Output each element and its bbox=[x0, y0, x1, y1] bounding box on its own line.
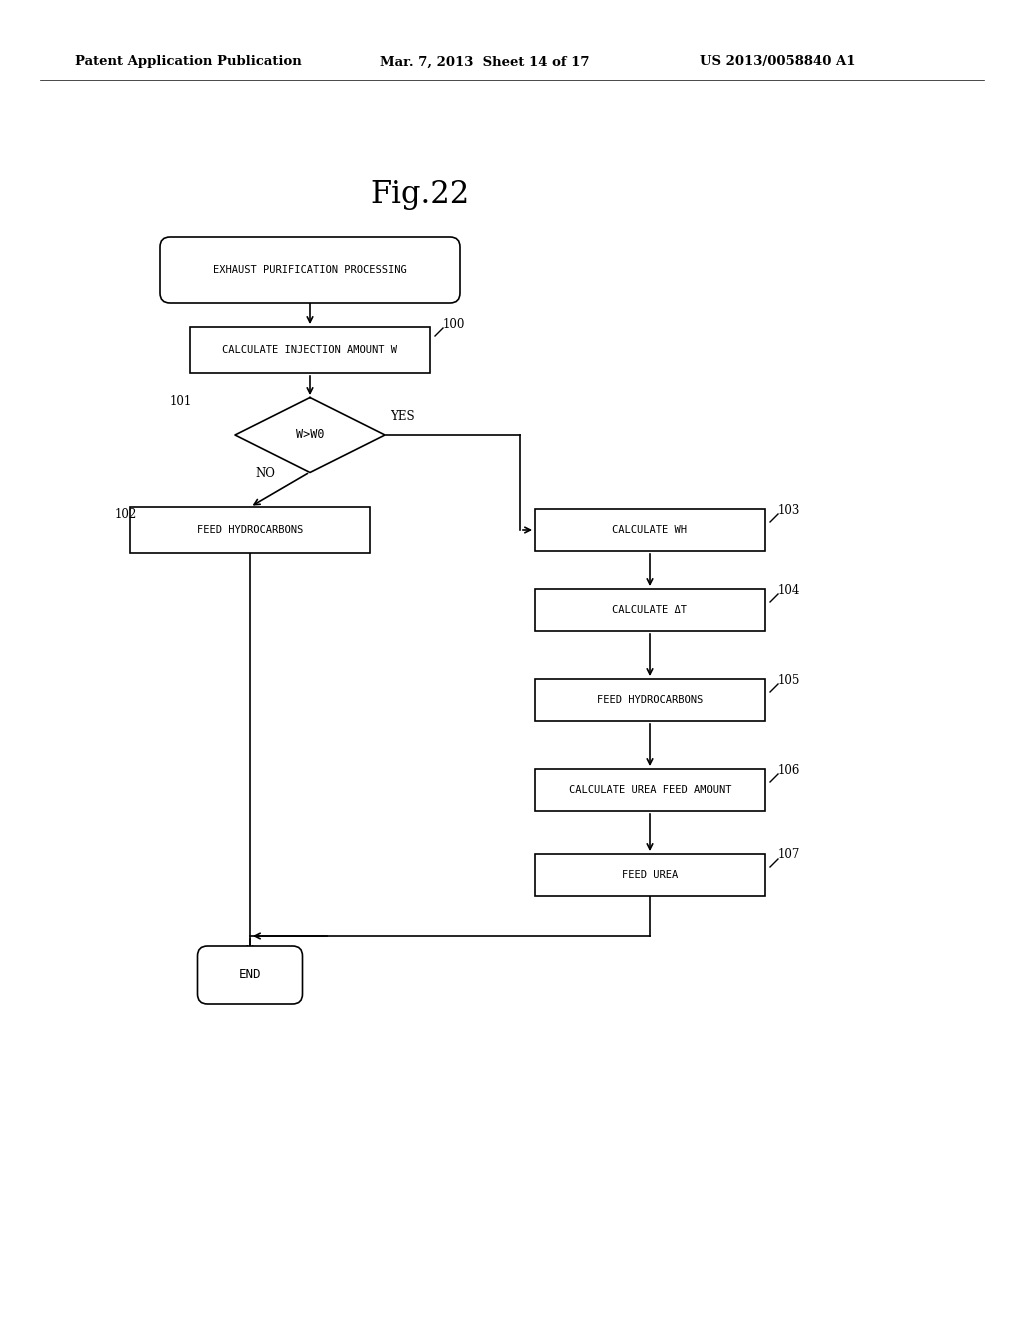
Text: CALCULATE WH: CALCULATE WH bbox=[612, 525, 687, 535]
FancyBboxPatch shape bbox=[535, 589, 765, 631]
Text: 102: 102 bbox=[115, 508, 137, 521]
Text: CALCULATE UREA FEED AMOUNT: CALCULATE UREA FEED AMOUNT bbox=[568, 785, 731, 795]
FancyBboxPatch shape bbox=[130, 507, 370, 553]
Text: FEED UREA: FEED UREA bbox=[622, 870, 678, 880]
FancyBboxPatch shape bbox=[535, 854, 765, 896]
Text: FEED HYDROCARBONS: FEED HYDROCARBONS bbox=[597, 696, 703, 705]
FancyBboxPatch shape bbox=[535, 510, 765, 550]
FancyBboxPatch shape bbox=[190, 327, 430, 374]
Text: 107: 107 bbox=[778, 849, 801, 862]
Text: Mar. 7, 2013  Sheet 14 of 17: Mar. 7, 2013 Sheet 14 of 17 bbox=[380, 55, 590, 69]
Text: 106: 106 bbox=[778, 763, 801, 776]
Text: 104: 104 bbox=[778, 583, 801, 597]
FancyBboxPatch shape bbox=[160, 238, 460, 304]
FancyBboxPatch shape bbox=[198, 946, 302, 1005]
Polygon shape bbox=[234, 397, 385, 473]
Text: CALCULATE INJECTION AMOUNT W: CALCULATE INJECTION AMOUNT W bbox=[222, 345, 397, 355]
Text: EXHAUST PURIFICATION PROCESSING: EXHAUST PURIFICATION PROCESSING bbox=[213, 265, 407, 275]
Text: FEED HYDROCARBONS: FEED HYDROCARBONS bbox=[197, 525, 303, 535]
Text: Fig.22: Fig.22 bbox=[371, 180, 470, 210]
Text: 100: 100 bbox=[443, 318, 465, 330]
FancyBboxPatch shape bbox=[535, 770, 765, 810]
FancyBboxPatch shape bbox=[535, 678, 765, 721]
Text: US 2013/0058840 A1: US 2013/0058840 A1 bbox=[700, 55, 855, 69]
Text: END: END bbox=[239, 969, 261, 982]
Text: 103: 103 bbox=[778, 503, 801, 516]
Text: 105: 105 bbox=[778, 673, 801, 686]
Text: 101: 101 bbox=[170, 395, 193, 408]
Text: CALCULATE ΔT: CALCULATE ΔT bbox=[612, 605, 687, 615]
Text: W>W0: W>W0 bbox=[296, 429, 325, 441]
Text: NO: NO bbox=[255, 467, 274, 480]
Text: YES: YES bbox=[390, 411, 415, 422]
Text: Patent Application Publication: Patent Application Publication bbox=[75, 55, 302, 69]
